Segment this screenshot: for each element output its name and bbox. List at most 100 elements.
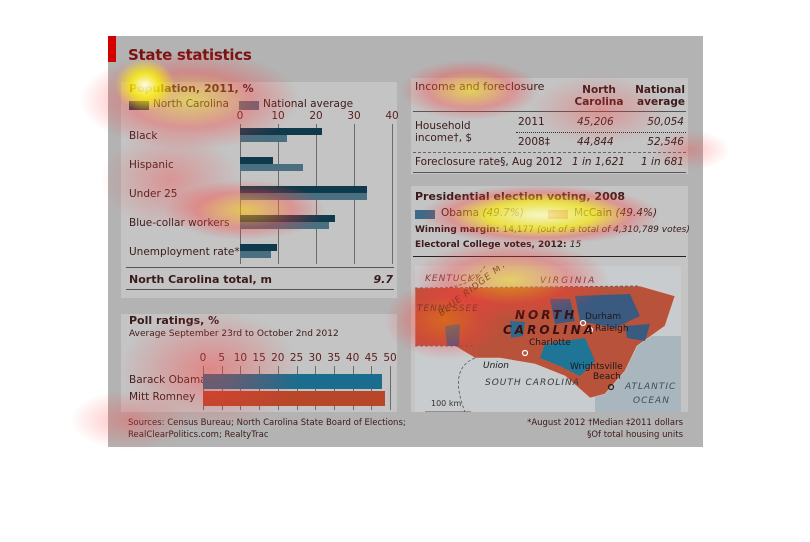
divider [126,267,394,268]
nc-county-map: KENTUCKY VIRGINIA TENNESSEE BLUE RIDGE M… [415,266,681,412]
income-nat-2011: 50,054 [647,116,684,128]
x-tick-label: 5 [218,352,226,364]
x-tick-label: 25 [289,352,304,364]
x-tick-label: 20 [309,110,323,122]
label-wrightsville: Wrightsville [570,362,623,372]
mccain-pct: (49.4%) [615,207,658,219]
obama-label: Obama [441,207,480,219]
divider [413,152,686,153]
margin-value: 14,177 [502,225,534,235]
margin-note: (out of a total of 4,310,789 votes) [537,225,690,235]
label-atlantic: ATLANTIC [625,382,677,392]
foreclosure-nat: 1 in 681 [641,156,684,168]
population-panel: Population, 2011, % North Carolina Natio… [121,82,399,298]
legend-swatch-obama [415,210,435,219]
scale-bar-label: 100 km [431,399,462,408]
x-tick-label: 10 [271,110,285,122]
bar-nc [240,128,323,135]
bar-national [240,222,329,229]
sources-line-2: RealClearPolitics.com; RealtyTrac [128,430,269,440]
divider [413,172,686,173]
x-tick-label: 30 [308,352,322,364]
x-tick-label: 10 [233,352,248,364]
divider [413,256,686,257]
label-durham: Durham [585,312,622,322]
legend-label-mccain: McCain (49.4%) [574,207,657,219]
bar-nc [240,186,367,193]
label-ocean: OCEAN [633,396,670,406]
legend-label-obama: Obama (49.7%) [441,207,524,219]
x-tick-label: 30 [347,110,361,122]
x-tick-label: 40 [345,352,360,364]
electoral-votes: Electoral College votes, 2012: 15 [415,240,581,250]
bar-national [240,193,367,200]
county-blue [445,324,460,346]
x-tick-label: 0 [199,352,207,364]
bar-romney [203,391,386,406]
household-income-label: Household income†, $ [415,120,473,144]
income-year-2008: 2008‡ [518,136,550,148]
income-year-2011: 2011 [518,116,545,128]
poll-panel: Poll ratings, % Average September 23rd t… [121,314,397,412]
bar-national [240,135,288,142]
category-label: Black [129,130,158,142]
foreclosure-label: Foreclosure rate§, Aug 2012 [415,156,563,168]
x-tick-label: 35 [327,352,341,364]
bar-obama [203,374,383,389]
election-heading: Presidential election voting, 2008 [415,190,626,203]
label-south-carolina: SOUTH CAROLINA [485,378,580,388]
nc-total-value: 9.7 [373,273,394,286]
accent-bar [108,36,116,62]
label-nc-1: NORTH [515,308,578,322]
label-union: Union [483,361,510,371]
x-tick-label: 15 [252,352,266,364]
margin-label: Winning margin: [415,225,500,235]
label-nc-2: CAROLINA [503,323,596,337]
divider [126,289,394,290]
winning-margin: Winning margin: 14,177 (out of a total o… [415,225,690,235]
category-label: Under 25 [129,188,178,200]
gridline [392,124,393,264]
x-tick-label: 50 [383,352,397,364]
x-tick-label: 45 [364,352,378,364]
ec-label: Electoral College votes, 2012: [415,240,567,250]
infographic-card: State statistics Population, 2011, % Nor… [108,36,703,447]
label-raleigh: Raleigh [595,324,629,334]
income-nc-2008: 44,844 [577,136,614,148]
x-tick-label: 0 [236,110,244,122]
income-panel: Income and foreclosure North Carolina Na… [411,78,688,174]
nc-total-label: North Carolina total, m [129,273,272,286]
footnote-line-2: §Of total housing units [587,430,683,440]
category-label: Mitt Romney [129,391,196,403]
poll-chart: 0 5 10 15 20 25 30 35 40 45 50 Barack Obama Mitt Rom… [121,314,397,412]
divider [516,132,686,133]
category-label: Unemployment rate* [129,246,240,258]
bar-national [240,164,304,171]
col-header-nc: North Carolina [574,84,624,108]
col-header-national: National average [635,84,685,108]
footnote-line-1: *August 2012 †Median ‡2011 dollars [527,418,683,428]
bar-nc [240,244,277,251]
foreclosure-nc: 1 in 1,621 [572,156,625,168]
label-virginia: VIRGINIA [540,276,597,286]
bar-nc [240,157,274,164]
label-beach: Beach [593,372,621,382]
income-nat-2008: 52,546 [647,136,684,148]
bar-national [240,251,272,258]
income-nc-2011: 45,206 [577,116,614,128]
category-label: Barack Obama [129,374,207,386]
x-tick-label: 40 [385,110,399,122]
bar-nc [240,215,335,222]
ec-value: 15 [569,240,582,250]
population-chart: 0 10 20 30 40 Black Hispanic Under 25 Blue-colla… [121,82,399,298]
label-charlotte: Charlotte [529,338,571,348]
income-heading: Income and foreclosure [415,80,545,93]
legend-swatch-mccain [548,210,568,219]
obama-pct: (49.7%) [482,207,524,219]
sources-line-1: Sources: Census Bureau; North Carolina S… [128,418,406,428]
page-title: State statistics [128,46,252,64]
gridline [390,366,391,410]
divider [413,111,686,112]
category-label: Hispanic [129,159,174,171]
mccain-label: McCain [574,207,613,219]
